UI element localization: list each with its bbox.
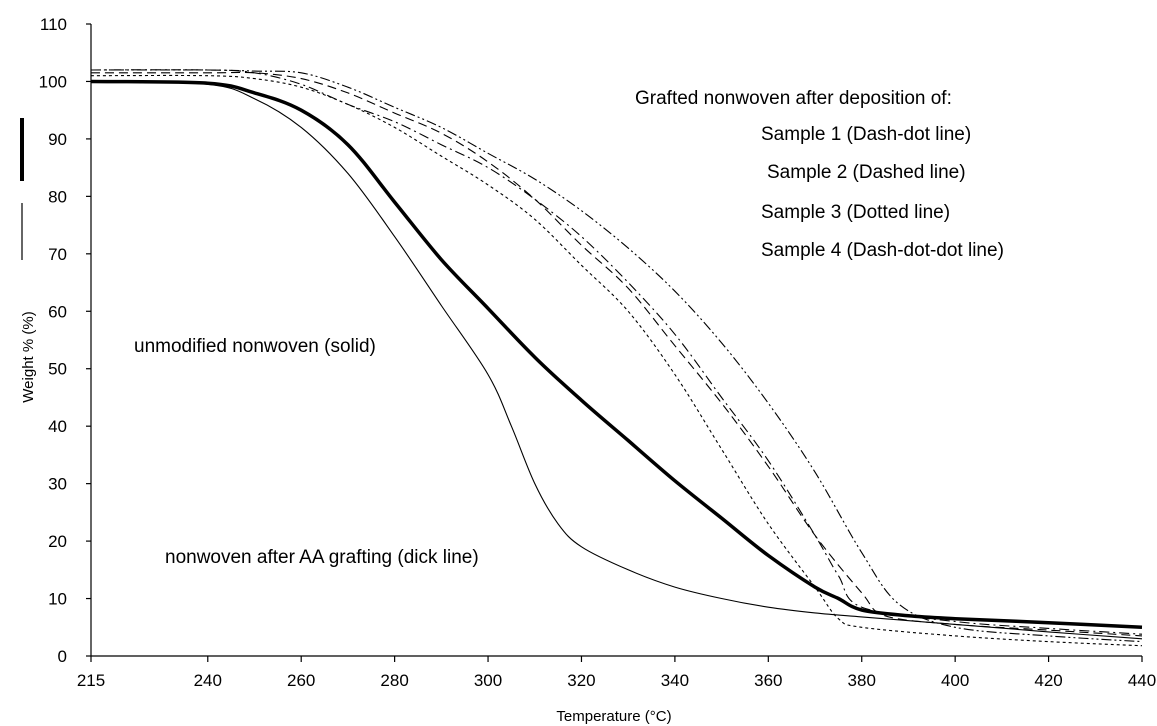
x-tick-label: 360	[754, 671, 782, 690]
y-tick-label: 90	[48, 130, 67, 149]
series	[90, 69, 1143, 647]
annotation-unmodified: unmodified nonwoven (solid)	[134, 336, 376, 357]
x-tick-label: 320	[567, 671, 595, 690]
y-tick-label: 0	[58, 647, 67, 666]
x-axis-title: Temperature (°C)	[556, 708, 671, 725]
ticks: 0 10 20 30 40 50 60 70 80 90 100 110 215 240 260 280 300…	[39, 15, 1157, 690]
y-tick-label: 30	[48, 475, 67, 494]
annotation-sample-3: Sample 3 (Dotted line)	[761, 202, 950, 223]
y-tick-label: 70	[48, 245, 67, 264]
x-tick-label: 380	[848, 671, 876, 690]
y-tick-label: 10	[48, 590, 67, 609]
x-tick-label: 340	[661, 671, 689, 690]
x-tick-label: 300	[474, 671, 502, 690]
y-tick-label: 50	[48, 360, 67, 379]
series-line-dash-dot	[90, 69, 1143, 635]
annotation-aa-grafting: nonwoven after AA grafting (dick line)	[165, 547, 479, 568]
x-tick-label: 400	[941, 671, 969, 690]
series-line-dotted	[90, 74, 1143, 647]
annotation-sample-4: Sample 4 (Dash-dot-dot line)	[761, 240, 1004, 261]
y-tick-label: 110	[40, 15, 67, 34]
x-tick-label: 215	[77, 671, 105, 690]
series-line-dash-dot-dot	[90, 69, 1143, 643]
y-tick-label: 80	[48, 187, 67, 206]
x-tick-label: 260	[287, 671, 315, 690]
x-tick-label: 280	[380, 671, 408, 690]
x-tick-label: 420	[1034, 671, 1062, 690]
y-tick-label: 60	[48, 302, 67, 321]
y-tick-label: 100	[39, 72, 67, 91]
annotation-sample-1: Sample 1 (Dash-dot line)	[761, 124, 971, 145]
y-tick-label: 20	[48, 532, 67, 551]
x-tick-label: 440	[1128, 671, 1156, 690]
y-axis-title: Weight % (%)	[20, 311, 37, 402]
annotation-sample-2: Sample 2 (Dashed line)	[767, 162, 966, 183]
series-line-thick-solid	[90, 79, 1143, 630]
x-tick-label: 240	[194, 671, 222, 690]
axes	[90, 24, 1142, 657]
annotation-header: Grafted nonwoven after deposition of:	[635, 88, 952, 109]
y-tick-label: 40	[48, 417, 67, 436]
series-line-dashed	[90, 71, 1143, 637]
series-line-thin-solid	[90, 80, 1143, 640]
